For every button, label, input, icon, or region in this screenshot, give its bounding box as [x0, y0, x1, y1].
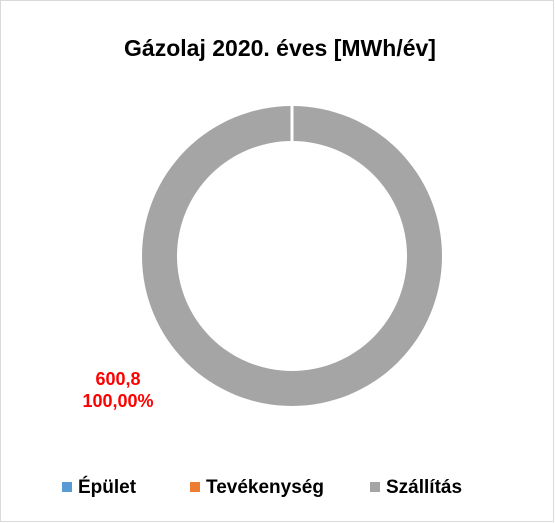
- legend-swatch: [190, 482, 200, 492]
- data-label-percent: 100,00%: [82, 391, 153, 411]
- legend-label: Tevékenység: [206, 477, 324, 498]
- data-label: 600,8: [95, 369, 140, 389]
- legend-swatch: [370, 482, 380, 492]
- legend-swatch: [62, 482, 72, 492]
- chart-title: Gázolaj 2020. éves [MWh/év]: [124, 35, 436, 61]
- legend-label: Épület: [78, 476, 137, 498]
- legend-label: Szállítás: [386, 477, 462, 498]
